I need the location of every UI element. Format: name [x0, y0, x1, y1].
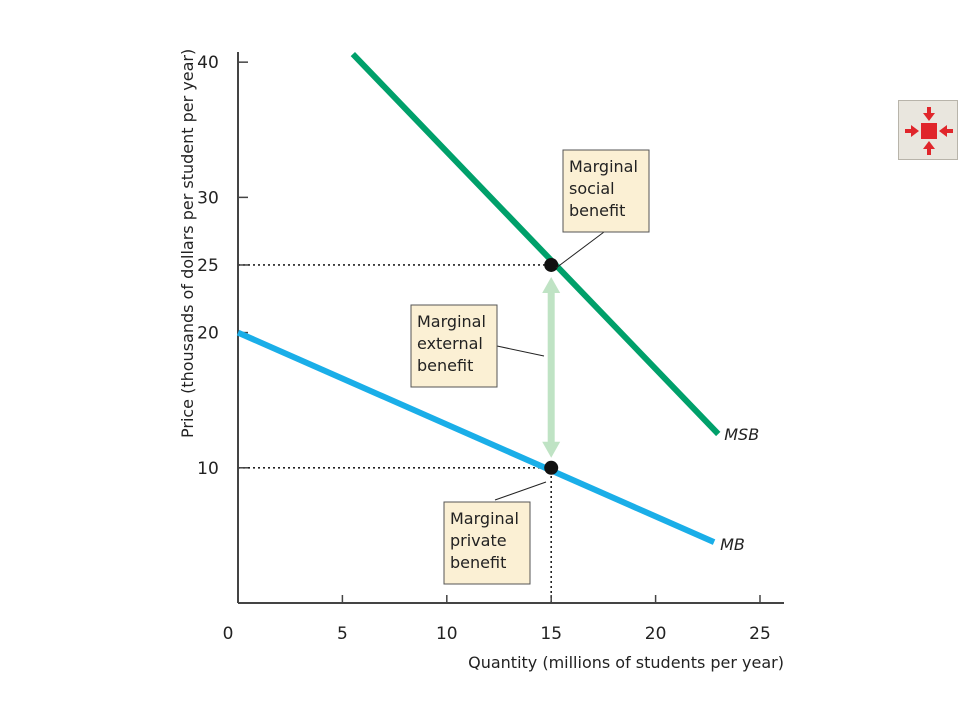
- series-label-mb: MB: [720, 535, 745, 554]
- external-benefit-arrow: [542, 276, 561, 458]
- y-ticks: 10 20 25 30 40: [197, 53, 248, 479]
- y-tick-label: 30: [197, 188, 219, 208]
- expand-button[interactable]: [898, 100, 958, 160]
- annotation-leader-line: [494, 481, 547, 501]
- annotation-text: social: [569, 179, 615, 198]
- y-tick-label: 25: [197, 256, 219, 276]
- series-label-msb: MSB: [724, 425, 759, 444]
- annotation-text: benefit: [417, 356, 473, 375]
- x-tick-label: 5: [337, 624, 348, 644]
- y-axis-title: Price (thousands of dollars per student …: [178, 49, 197, 438]
- x-tick-label: 20: [645, 624, 667, 644]
- annotation-text: Marginal: [417, 312, 486, 331]
- x-tick-label: 10: [436, 624, 458, 644]
- mb-curve: [236, 329, 716, 545]
- annotation-text: benefit: [450, 553, 506, 572]
- series-lines: [236, 51, 721, 545]
- annotation-leader-line: [496, 345, 545, 357]
- annotation-text: Marginal: [450, 509, 519, 528]
- annotation-leader-line: [555, 231, 605, 269]
- expand-arrows-icon: [905, 107, 953, 155]
- annotation-boxes: Marginal social benefit Marginal external ben…: [410, 149, 650, 585]
- x-ticks: 0 5 10 15 20 25: [223, 595, 771, 644]
- external-benefit-arrowhead-down: [542, 441, 561, 458]
- y-tick-label: 10: [197, 459, 219, 479]
- annotation-text: external: [417, 334, 483, 353]
- annotation-text: benefit: [569, 201, 625, 220]
- y-tick-label: 20: [197, 324, 219, 344]
- equilibrium-point: [544, 257, 559, 272]
- msb-curve: [350, 51, 721, 437]
- x-tick-label: 15: [540, 624, 562, 644]
- reference-lines: [238, 264, 553, 603]
- y-tick-label: 40: [197, 53, 219, 73]
- annotation-text: Marginal: [569, 157, 638, 176]
- equilibrium-point: [544, 460, 559, 475]
- annotation-box: [410, 304, 498, 388]
- x-tick-label: 0: [223, 624, 234, 644]
- annotation-box: [443, 501, 531, 585]
- x-tick-label: 25: [749, 624, 771, 644]
- annotation-text: private: [450, 531, 507, 550]
- equilibrium-points: [544, 257, 559, 475]
- annotation-box: [562, 149, 650, 233]
- x-axis-title: Quantity (millions of students per year): [468, 653, 784, 672]
- external-benefit-arrowhead-up: [542, 276, 561, 293]
